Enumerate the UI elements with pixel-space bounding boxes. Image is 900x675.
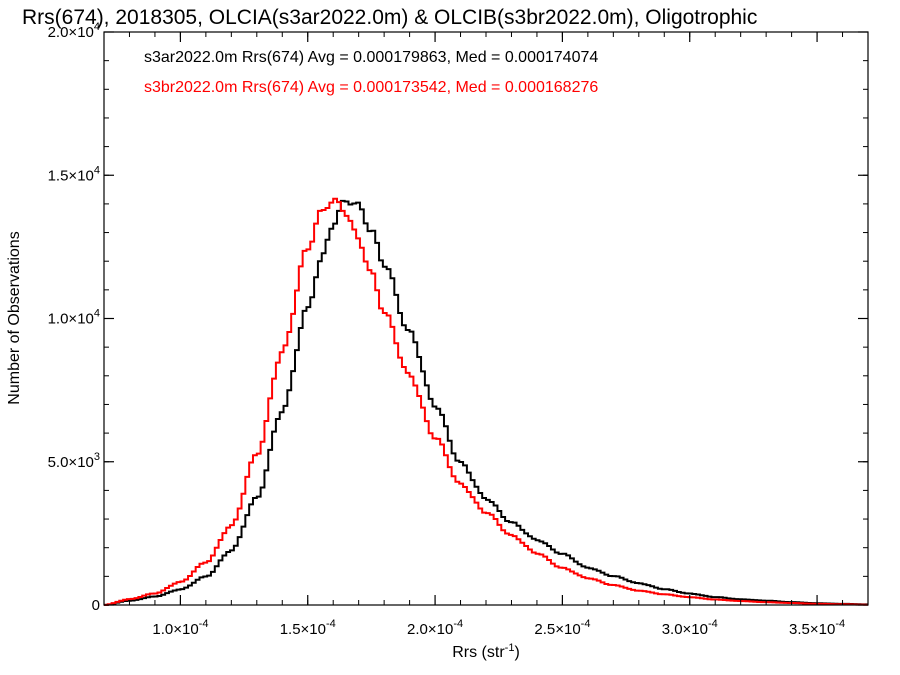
x-tick-label: 2.5×10-4 (534, 618, 590, 638)
series-layer (104, 197, 868, 606)
y-tick-label: 1.5×104 (48, 164, 100, 184)
plot-frame (103, 31, 869, 606)
y-tick-label: 0 (92, 597, 100, 614)
legend-entry-a: s3ar2022.0m Rrs(674) Avg = 0.000179863, … (144, 49, 598, 66)
legend: s3ar2022.0m Rrs(674) Avg = 0.000179863, … (144, 49, 598, 96)
series-line-olcib (104, 197, 868, 606)
legend-entry-b: s3br2022.0m Rrs(674) Avg = 0.000173542, … (144, 79, 598, 96)
y-axis-label: Number of Observations (6, 231, 23, 404)
y-tick-label: 2.0×104 (48, 21, 100, 41)
x-tick-label: 1.5×10-4 (280, 618, 336, 638)
y-tick-label: 1.0×104 (48, 308, 100, 328)
x-tick-label: 2.0×10-4 (407, 618, 463, 638)
ticks-layer: 1.0×10-4 1.5×10-4 2.0×10-4 2.5×10-4 3.0×10-4… (48, 21, 869, 638)
x-tick-label: 1.0×10-4 (152, 618, 208, 638)
x-tick-label: 3.5×10-4 (789, 618, 845, 638)
series-line-olcia (104, 199, 868, 606)
y-tick-label: 5.0×103 (48, 451, 100, 471)
x-tick-label: 3.0×10-4 (662, 618, 718, 638)
x-axis-label: Rrs (str-1) (452, 642, 520, 661)
chart-title: Rrs(674), 2018305, OLCIA(s3ar2022.0m) & … (22, 6, 757, 29)
